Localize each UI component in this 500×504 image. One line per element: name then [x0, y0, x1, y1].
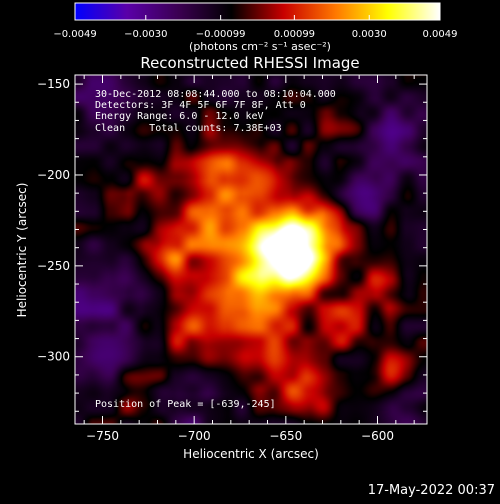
plot-area: 30-Dec-2012 08:08:44.000 to 08:10:04.000… — [37, 74, 428, 443]
x-tick-label: −600 — [361, 429, 394, 443]
y-axis-tick-labels: −150 −200 −250 −300 — [37, 77, 70, 364]
y-axis-ticks — [75, 83, 427, 412]
annotation-detectors: Detectors: 3F 4F 5F 6F 7F 8F, Att 0 — [95, 100, 306, 111]
colorbar-tick-label: −0.0049 — [53, 29, 96, 40]
plot-frame — [74, 74, 428, 425]
colorbar-unit-label: (photons cm⁻² s⁻¹ asec⁻²) — [189, 40, 331, 53]
colorbar-bar — [74, 2, 441, 21]
colorbar-tick-label: 0.0030 — [352, 29, 387, 40]
y-tick-label: −300 — [37, 350, 70, 364]
colorbar-tick-label: 0.00099 — [274, 29, 315, 40]
y-tick-label: −250 — [37, 259, 70, 273]
x-axis-label: Heliocentric X (arcsec) — [183, 447, 319, 461]
annotation-clean-counts: Clean Total counts: 7.38E+03 — [95, 123, 282, 134]
colorbar-tick-label: 0.0049 — [423, 29, 458, 40]
y-axis-label: Heliocentric Y (arcsec) — [15, 183, 29, 318]
annotation-energy-range: Energy Range: 6.0 - 12.0 keV — [95, 111, 264, 122]
x-tick-label: −700 — [178, 429, 211, 443]
heatmap-image — [75, 75, 427, 424]
colorbar-ticks — [74, 15, 441, 20]
colorbar: −0.0049 −0.0030 −0.00099 0.00099 0.0030 0.004… — [53, 2, 458, 53]
y-tick-label: −200 — [37, 168, 70, 182]
x-tick-label: −750 — [86, 429, 119, 443]
x-tick-label: −650 — [269, 429, 302, 443]
colorbar-tick-labels: −0.0049 −0.0030 −0.00099 0.00099 0.0030 0.004… — [53, 29, 457, 40]
annotation-peak-position: Position of Peak = [-639,-245] — [95, 399, 276, 410]
footer-timestamp: 17-May-2022 00:37 — [368, 483, 495, 498]
annotation-time-range: 30-Dec-2012 08:08:44.000 to 08:10:04.000 — [95, 89, 336, 100]
chart-title: Reconstructed RHESSI Image — [140, 54, 359, 72]
x-axis-ticks — [83, 75, 415, 424]
colorbar-tick-label: −0.0030 — [124, 29, 167, 40]
x-axis-tick-labels: −750 −700 −650 −600 — [86, 429, 394, 443]
y-tick-label: −150 — [37, 77, 70, 91]
colorbar-tick-label: −0.00099 — [196, 29, 246, 40]
image-annotations: 30-Dec-2012 08:08:44.000 to 08:10:04.000… — [95, 89, 336, 410]
